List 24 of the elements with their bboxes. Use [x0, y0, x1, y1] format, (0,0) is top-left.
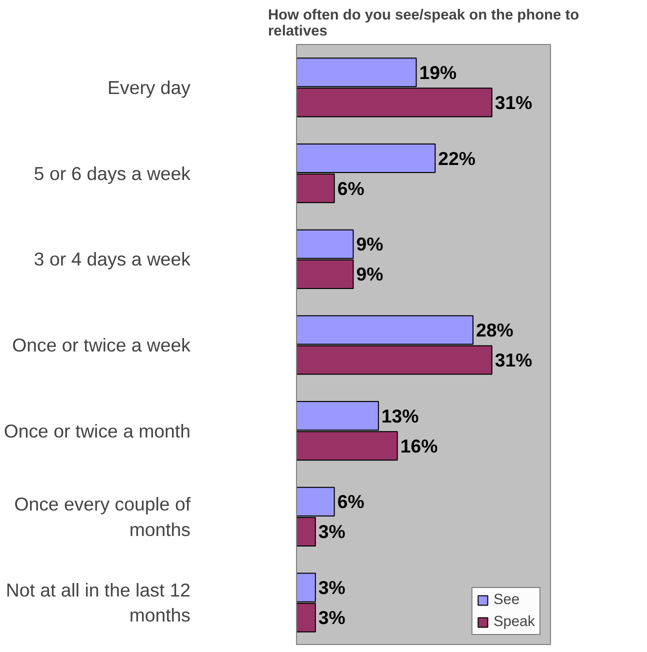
- data-label: 3%: [318, 577, 346, 598]
- data-label: 31%: [494, 350, 533, 371]
- data-label: 6%: [337, 178, 365, 199]
- data-label: 3%: [318, 607, 346, 628]
- data-label: 31%: [494, 92, 533, 113]
- legend-label: Speak: [493, 614, 535, 630]
- y-tick-label: 3 or 4 days a week: [34, 248, 192, 270]
- data-label: 19%: [419, 62, 458, 83]
- y-tick-label: Not at all in the last 12 months: [6, 579, 191, 626]
- y-tick-label: Once or twice a month: [4, 420, 191, 442]
- chart-title: How often do you see/speak on the phone to relatives: [268, 8, 580, 40]
- y-tick-label: 5 or 6 days a week: [34, 162, 192, 184]
- data-label: 28%: [476, 319, 514, 340]
- data-label: 9%: [356, 264, 384, 285]
- legend-label: See: [493, 592, 520, 608]
- data-label: 13%: [381, 405, 420, 426]
- data-label: 22%: [438, 148, 476, 169]
- y-tick-label: Every day: [108, 76, 192, 98]
- data-label: 9%: [356, 234, 384, 255]
- y-tick-label: Once or twice a week: [12, 334, 192, 356]
- data-label: 16%: [400, 435, 438, 456]
- data-label: 6%: [337, 491, 365, 512]
- data-label: 3%: [318, 521, 346, 542]
- y-tick-label: Once every couple of months: [14, 494, 192, 540]
